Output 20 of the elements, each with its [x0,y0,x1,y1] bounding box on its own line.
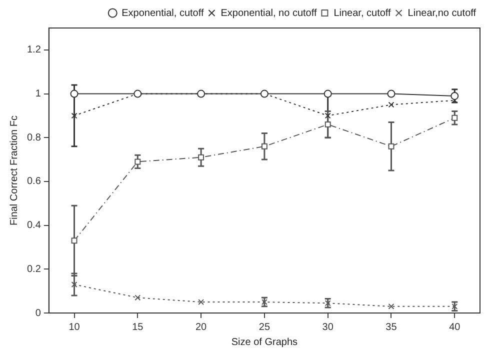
x-tick-label: 15 [132,322,144,333]
x-tick-label: 20 [195,322,208,333]
legend-label: Exponential, no cutoff [220,8,317,19]
y-tick-label: 0.2 [26,264,42,275]
y-tick-label: 0.8 [26,132,42,144]
x-tick-label: 40 [449,322,461,333]
y-axis-title: Final Correct Fraction Fc [8,115,20,226]
y-tick-label: 1 [35,88,42,100]
y-tick-label: 0.4 [26,220,42,232]
legend-label: Linear,no cutoff [408,8,476,19]
y-tick-label: 0.6 [26,176,42,188]
x-axis-title: Size of Graphs [231,336,298,348]
y-tick-label: 1.2 [26,44,42,56]
legend-label: Exponential, cutoff [122,8,204,19]
x-tick-label: 30 [322,322,334,333]
x-tick-label: 35 [386,322,398,333]
legend-label: Linear, cutoff [334,8,392,19]
y-tick-label: 0 [35,308,42,319]
x-tick-label: 25 [258,322,270,333]
x-tick-label: 10 [68,322,80,333]
